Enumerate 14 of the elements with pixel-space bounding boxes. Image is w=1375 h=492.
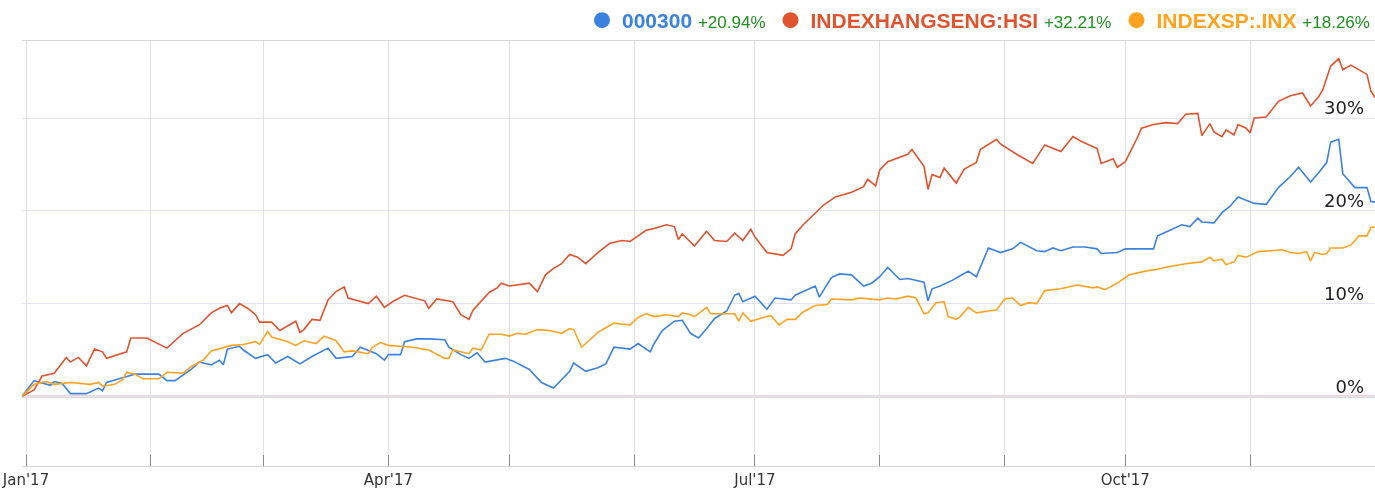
x-tick-label: Jul'17 — [733, 471, 776, 489]
y-tick-label: 10% — [1323, 282, 1364, 304]
x-tick-label: Jan'17 — [1, 471, 50, 489]
x-tick-label: Apr'17 — [363, 471, 414, 489]
y-tick-label: 30% — [1323, 97, 1364, 119]
text: +20.94% — [697, 13, 766, 33]
text: +18.26% — [1302, 13, 1370, 33]
text: +32.21% — [1043, 13, 1112, 33]
legend-label: INDEXHANGSENG:HSI — [810, 9, 1039, 33]
y-tick-label: 20% — [1323, 190, 1364, 212]
y-tick-label: 0% — [1335, 375, 1364, 397]
x-tick-label: Oct'17 — [1100, 471, 1150, 489]
legend-label: INDEXSP:.INX — [1156, 9, 1297, 33]
legend-label: 000300 — [622, 9, 693, 33]
